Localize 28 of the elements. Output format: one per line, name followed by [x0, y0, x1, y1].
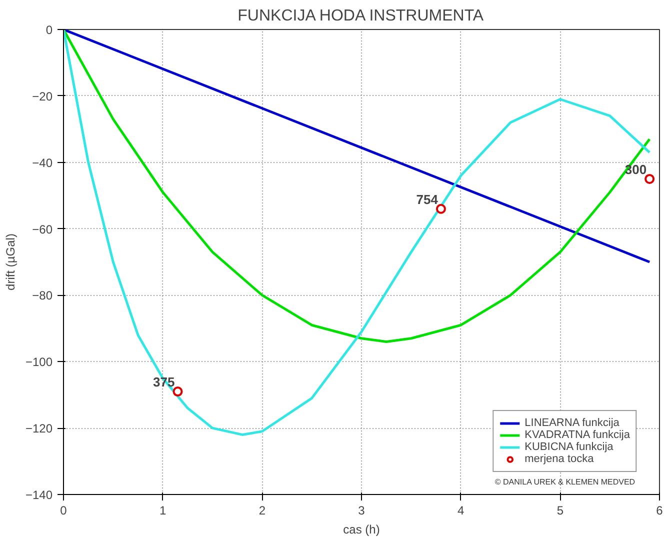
y-tick-label: 0: [46, 23, 53, 37]
x-tick-label: 2: [258, 504, 266, 518]
chart-title: FUNKCIJA HODA INSTRUMENTA: [238, 8, 484, 24]
legend-label: LINEARNA funkcija: [524, 417, 620, 429]
x-tick-label: 6: [656, 504, 664, 518]
point: [644, 174, 655, 184]
line-series: [64, 30, 651, 343]
y-tick-label: −60: [32, 222, 53, 236]
annotation: 754: [416, 192, 439, 207]
y-tick-label: −100: [25, 355, 53, 370]
x-tick-label: 4: [457, 504, 464, 518]
x-tick-label: 3: [358, 504, 366, 518]
point: [436, 204, 446, 214]
x-tick-label: 1: [159, 504, 166, 518]
y-tick-label: −140: [25, 488, 53, 502]
annotation: © DANILA UREK & KLEMEN MEDVED: [494, 478, 636, 486]
y-tick-label: −120: [25, 422, 53, 436]
x-axis-title: cas (h): [343, 522, 380, 536]
y-tick-label: −40: [32, 156, 53, 170]
x-tick-label: 0: [60, 504, 68, 518]
legend-label: KUBICNA funkcija: [524, 441, 614, 453]
point: [172, 386, 183, 397]
y-tick-label: −80: [32, 288, 53, 303]
x-tick-label: 5: [556, 504, 564, 518]
y-axis-title: drift (µGal): [3, 234, 18, 290]
legend-label: KVADRATNA funkcija: [524, 429, 630, 441]
legend-label: merjena tocka: [524, 453, 594, 465]
y-tick-label: −20: [32, 89, 53, 104]
